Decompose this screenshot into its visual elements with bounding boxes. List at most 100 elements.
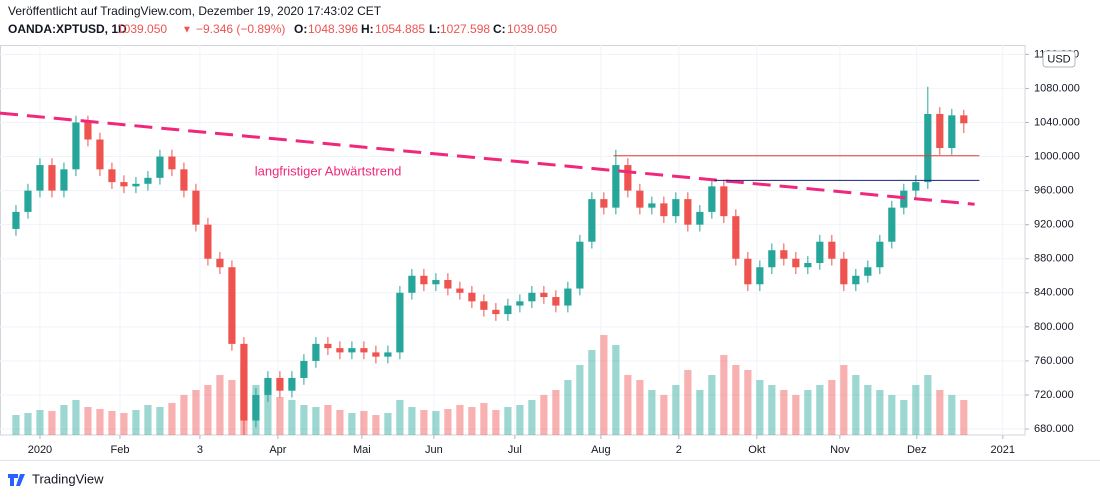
candle-body [324, 343, 332, 349]
volume-bar [168, 403, 176, 435]
volume-bar [948, 395, 956, 435]
candle-body [276, 377, 284, 391]
candle-body [216, 258, 224, 268]
volume-bar [792, 395, 800, 435]
volume-bar [120, 413, 128, 435]
x-tick-label: Jul [508, 444, 522, 456]
volume-bar [732, 365, 740, 435]
candle-body [828, 241, 836, 259]
y-tick-label: 1080.000 [1034, 82, 1080, 94]
y-tick-label: 720.000 [1034, 389, 1074, 401]
candle-body [156, 156, 164, 178]
candle-body [660, 203, 668, 217]
volume-bar [300, 405, 308, 435]
symbol: OANDA:XPTUSD, 1D [8, 22, 127, 36]
candle-body [12, 211, 20, 229]
volume-bar [672, 385, 680, 435]
volume-bar [660, 395, 668, 435]
high-value: 1054.885 [375, 22, 425, 36]
volume-bar [756, 380, 764, 435]
trend-line [0, 111, 975, 206]
volume-bar [312, 407, 320, 435]
candle-body [732, 216, 740, 259]
volume-bar [624, 375, 632, 435]
candle-body [636, 190, 644, 208]
candle-body [60, 169, 68, 191]
volume-bar [744, 370, 752, 435]
candle-body [816, 241, 824, 263]
candle-body [720, 186, 728, 217]
candle-body [384, 352, 392, 357]
candle-body [396, 292, 404, 353]
candle-body [540, 292, 548, 298]
low-value: 1027.598 [440, 22, 490, 36]
footer-brand: TradingView [32, 471, 104, 486]
published: Veröffentlicht auf TradingView.com, Deze… [8, 4, 382, 18]
volume-bar [108, 411, 116, 435]
candle-body [528, 292, 536, 302]
volume-bar [828, 380, 836, 435]
volume-bar [264, 395, 272, 435]
candle-body [372, 352, 380, 357]
y-tick-label: 840.000 [1034, 287, 1074, 299]
change-arrow: ▼ [182, 25, 192, 36]
volume-bar [720, 355, 728, 435]
volume-bar [12, 415, 20, 435]
currency-badge: USD [1042, 50, 1076, 68]
candle-body [48, 165, 56, 191]
volume-bar [852, 375, 860, 435]
low-label: L: [429, 22, 440, 36]
volume-bar [180, 395, 188, 435]
candle-body [696, 211, 704, 225]
volume-bar [648, 390, 656, 435]
plot [0, 86, 980, 435]
y-tick-label: 760.000 [1034, 355, 1074, 367]
volume-bar [600, 335, 608, 435]
candle-body [864, 267, 872, 276]
volume-bar [516, 405, 524, 435]
candle-body [876, 241, 884, 268]
x-tick-label: Jun [425, 444, 443, 456]
x-tick-label: 2 [676, 444, 682, 456]
volume-bar [348, 413, 356, 435]
currency: USD [1047, 53, 1070, 65]
logo [8, 474, 25, 486]
volume-bar [612, 345, 620, 435]
y-tick-label: 680.000 [1034, 423, 1074, 435]
candle-body [72, 122, 80, 170]
volume-bar [708, 375, 716, 435]
volume-bar [96, 409, 104, 435]
high-label: H: [361, 22, 374, 36]
x-tick-label: Dez [907, 444, 927, 456]
candle-body [108, 169, 116, 183]
candle-body [624, 165, 632, 191]
candle-body [240, 343, 248, 421]
candle-body [924, 113, 932, 183]
open-value: 1048.396 [308, 22, 358, 36]
candle-body [948, 115, 956, 149]
volume-bar [888, 395, 896, 435]
volume-bar [288, 400, 296, 435]
volume-bar [924, 375, 932, 435]
y-tick-label: 960.000 [1034, 185, 1074, 197]
candle-body [600, 199, 608, 208]
logo-mark [8, 474, 25, 486]
candle-body [120, 182, 128, 187]
volume-bar [576, 365, 584, 435]
volume-bar [396, 400, 404, 435]
candle-body [804, 262, 812, 268]
x-tick-label: 2020 [28, 444, 52, 456]
candle-body [312, 343, 320, 361]
volume-bar [384, 413, 392, 435]
volume-bar [528, 400, 536, 435]
volume-bar [192, 390, 200, 435]
candle-body [480, 301, 488, 310]
candle-body [780, 250, 788, 259]
volume-bar [492, 410, 500, 435]
volume-bar [408, 407, 416, 435]
volume-bar [72, 400, 80, 435]
candle-body [96, 139, 104, 170]
candle-body [336, 348, 344, 353]
x-tick-label: 2021 [991, 444, 1015, 456]
